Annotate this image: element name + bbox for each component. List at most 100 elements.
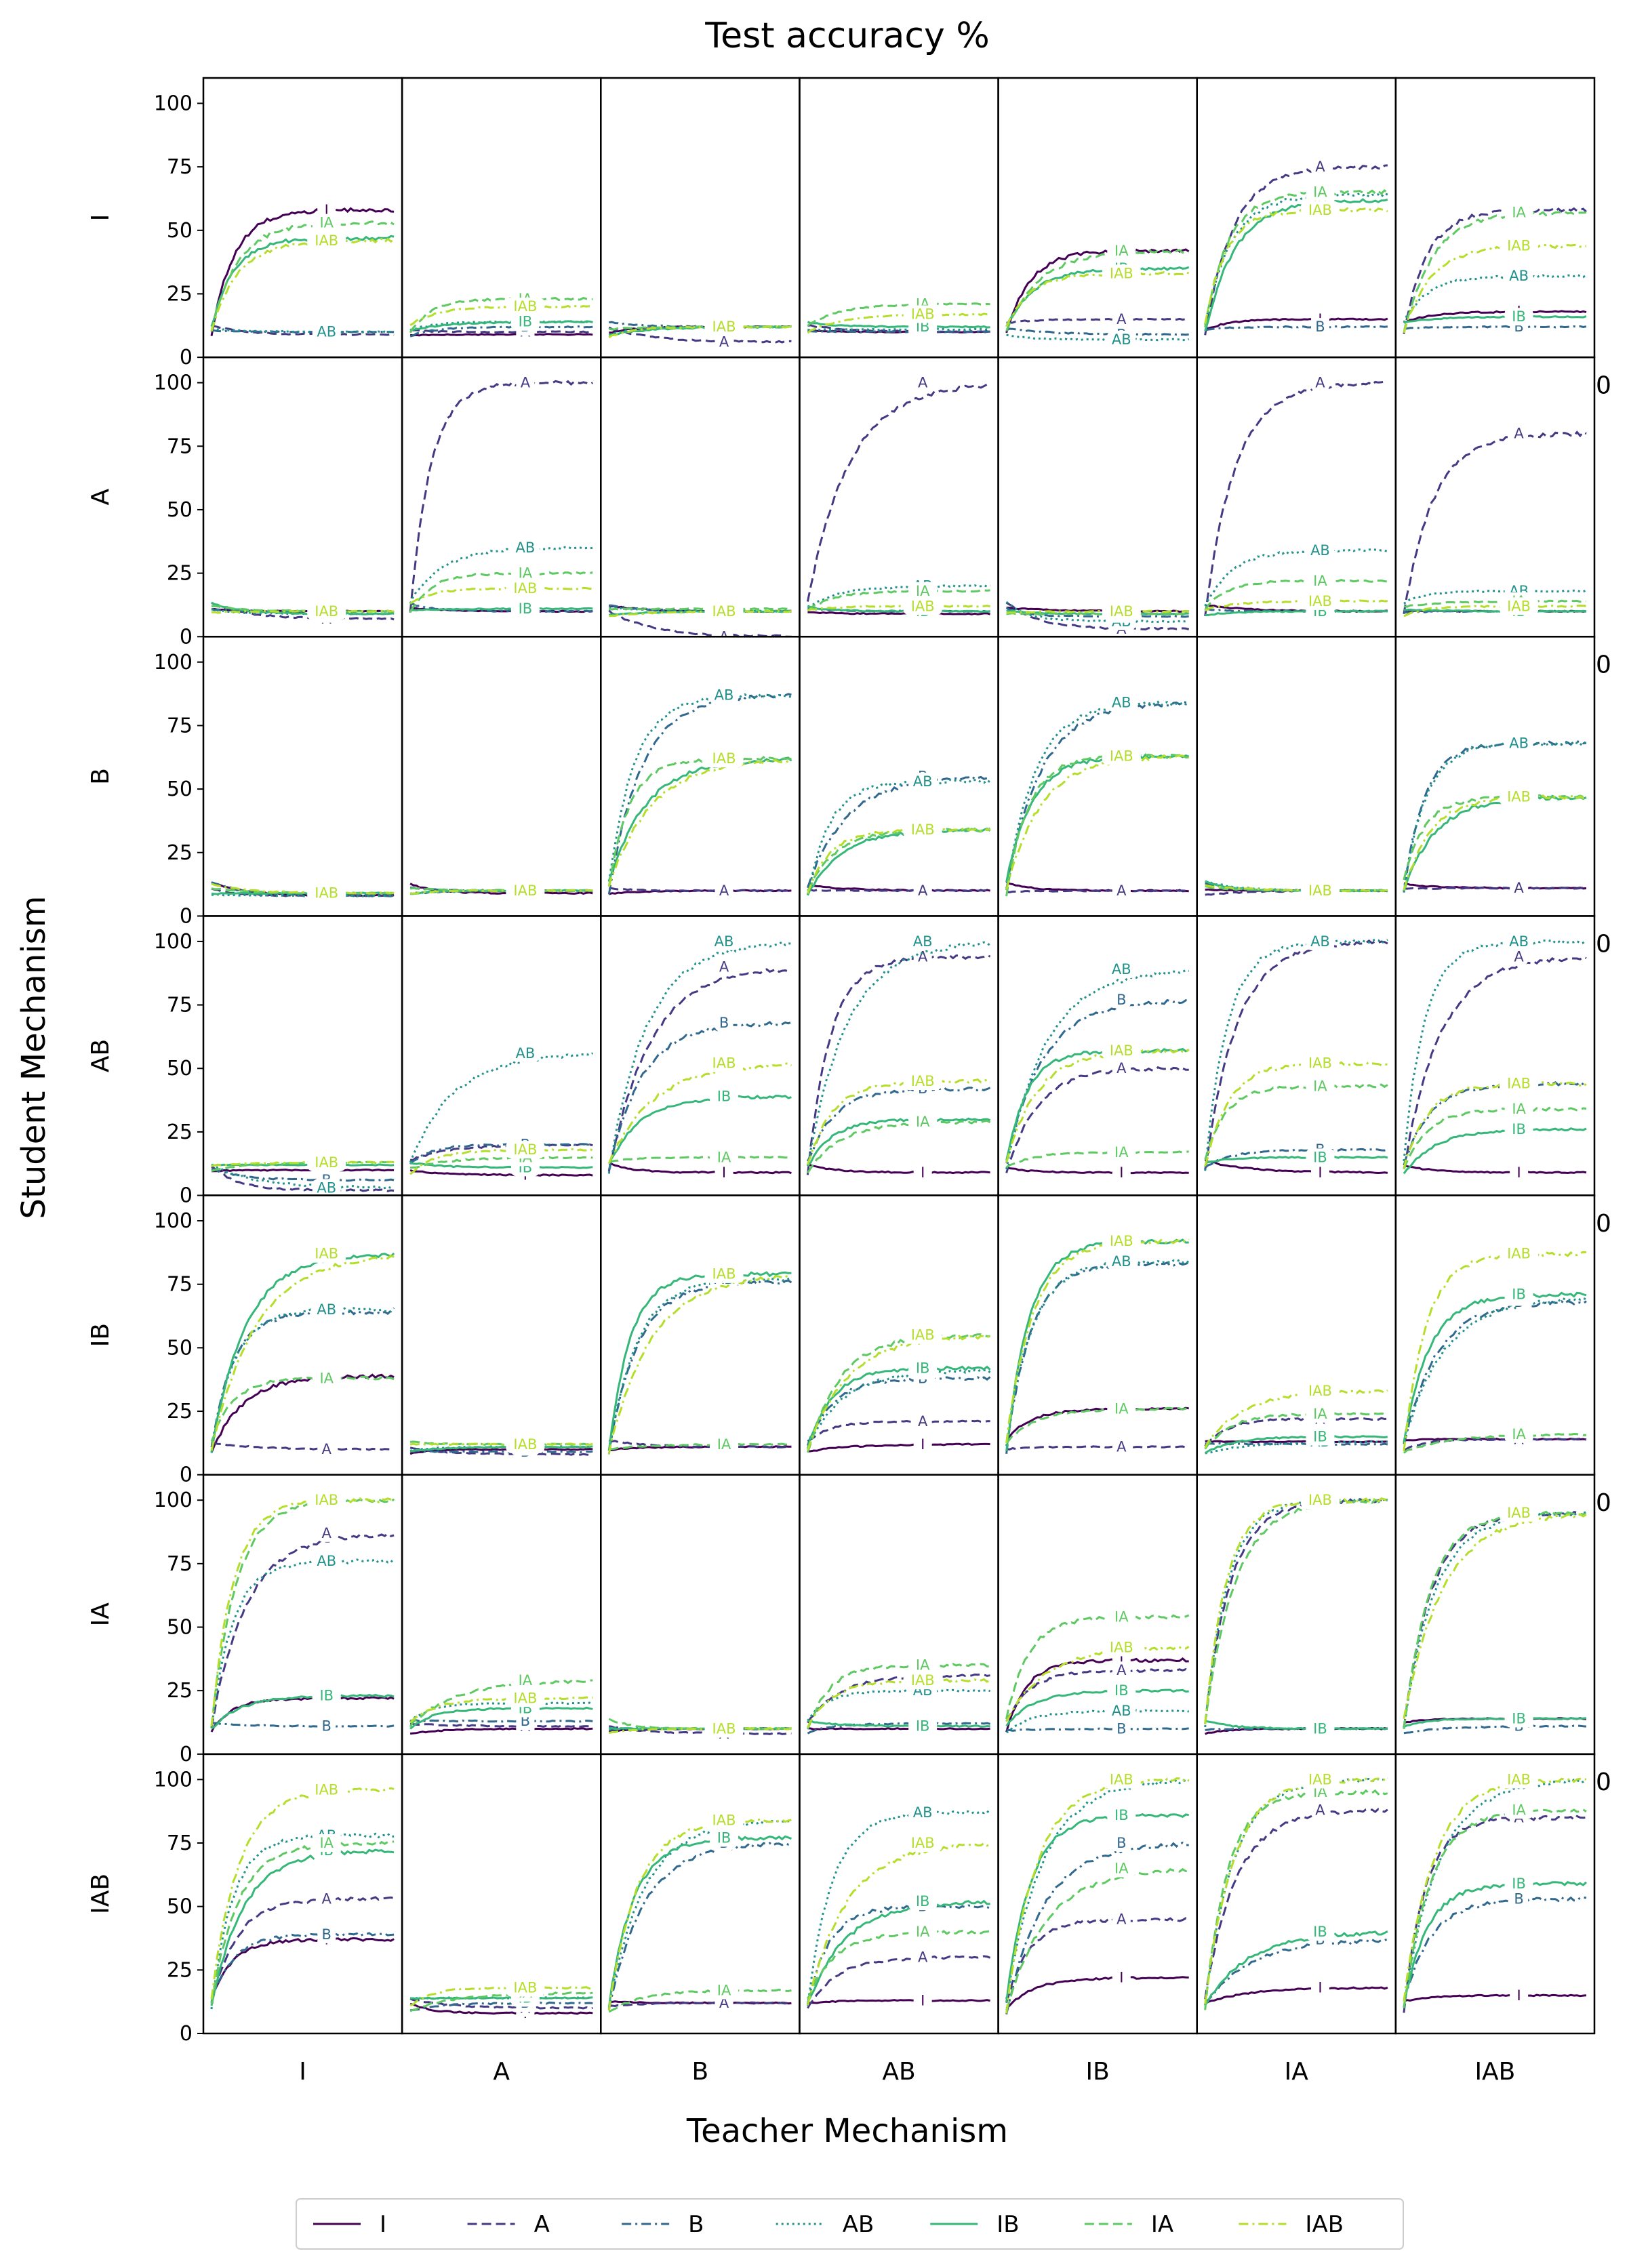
- series-label-box-IAB: [506, 1141, 545, 1159]
- series-label-box-IA: [1107, 1608, 1136, 1626]
- teacher-column-label: A: [493, 2058, 510, 2086]
- series-line-A: [211, 1441, 395, 1451]
- series-label-AB: AB: [516, 540, 536, 556]
- series-label-A: A: [1117, 1439, 1127, 1455]
- series-label-IAB: IAB: [911, 598, 935, 614]
- series-label-A: A: [1117, 311, 1127, 327]
- series-line-IB: [210, 235, 395, 327]
- series-label-AB: AB: [1509, 735, 1529, 752]
- series-line-A: [608, 1439, 792, 1449]
- series-line-IA: [1005, 1150, 1189, 1169]
- series-line-IAB: [1204, 1061, 1388, 1167]
- series-label-box-IA: [510, 564, 540, 582]
- series-label-box-IAB: [903, 1672, 942, 1690]
- series-label-IAB: IAB: [911, 306, 935, 322]
- y-tick-label: 100: [154, 1768, 193, 1791]
- series-line-B: [607, 1842, 792, 2010]
- series-line-IA: [1005, 753, 1189, 897]
- teacher-column-label: I: [299, 2058, 306, 2086]
- series-label-box-IAB: [1500, 1503, 1539, 1522]
- series-label-IAB: IAB: [712, 319, 736, 335]
- series-label-box-IA: [312, 1834, 341, 1852]
- series-label-box-IA: [1306, 571, 1335, 590]
- series-label-box-IAB: [307, 231, 346, 249]
- series-line-I: [409, 1727, 593, 1735]
- series-label-box-IAB: [704, 1265, 744, 1283]
- series-line-AB: [1204, 548, 1388, 607]
- series-label-IB: IB: [1512, 308, 1526, 325]
- series-line-B: [806, 1376, 991, 1446]
- series-line-IA: [1403, 1808, 1587, 2008]
- series-label-box-AB: [1504, 267, 1533, 285]
- series-label-IB: IB: [1114, 1682, 1129, 1699]
- series-label-box-IA: [1107, 1143, 1136, 1161]
- series-label-IAB: IAB: [712, 1720, 736, 1737]
- series-label-B: B: [1514, 1890, 1523, 1907]
- series-label-box-IAB: [903, 1326, 942, 1344]
- series-label-IAB: IAB: [1507, 237, 1531, 254]
- series-label-box-AB: [312, 1552, 341, 1571]
- series-label-IA: IA: [1313, 1078, 1327, 1094]
- series-line-AB: [210, 1558, 395, 1728]
- series-label-box-IAB: [903, 305, 942, 323]
- series-line-IAB: [1204, 1777, 1388, 2004]
- series-label-box-AB: [510, 1044, 540, 1062]
- series-line-IA: [1403, 794, 1587, 880]
- series-line-I: [807, 1442, 990, 1453]
- series-label-box-IAB: [903, 1834, 942, 1852]
- series-line-I: [1005, 248, 1190, 333]
- series-label-I: I: [325, 202, 329, 218]
- series-label-box-IAB: [1102, 264, 1141, 283]
- series-label-IAB: IAB: [315, 232, 338, 249]
- series-line-B: [806, 775, 990, 889]
- series-label-box-AB: [908, 772, 938, 790]
- legend-entry-IB: IB: [997, 2211, 1019, 2238]
- series-label-IAB: IAB: [1110, 1771, 1133, 1787]
- series-line-I: [1204, 1986, 1388, 2005]
- series-label-IB: IB: [1512, 1710, 1526, 1726]
- teacher-column-label: IAB: [1474, 2058, 1515, 2086]
- series-label-IA: IA: [1114, 1144, 1129, 1160]
- series-label-box-I: [1510, 1986, 1529, 2004]
- series-label-AB: AB: [1112, 1703, 1131, 1719]
- series-line-IAB: [409, 1985, 593, 2006]
- series-line-IA: [1205, 885, 1388, 893]
- panel-IB-student-IAB-teacher: IABABIBIAIAB0: [1394, 1194, 1611, 1476]
- series-label-IA: IA: [1512, 1101, 1526, 1117]
- y-tick-label: 25: [167, 1400, 193, 1423]
- student-row-label: AB: [87, 1039, 115, 1072]
- series-label-IAB: IAB: [911, 822, 935, 838]
- series-line-IB: [1403, 1880, 1587, 2007]
- panel-IAB-student-B-teacher: IABABIBIAIABB: [600, 1753, 801, 2086]
- series-line-IA: [210, 1375, 395, 1442]
- series-line-A: [409, 1998, 593, 2010]
- series-label-box-A: [317, 1890, 336, 1908]
- teacher-column-label: AB: [882, 2058, 915, 2086]
- series-label-box-IAB: [307, 1491, 346, 1510]
- series-label-IAB: IAB: [1110, 748, 1133, 764]
- series-label-box-IA: [312, 214, 341, 232]
- series-line-A: [211, 1165, 395, 1192]
- series-label-box-IB: [710, 1087, 739, 1106]
- series-line-IB: [1204, 1435, 1388, 1454]
- series-line-B: [409, 325, 593, 338]
- series-line-A: [609, 2001, 792, 2008]
- series-label-IAB: IAB: [315, 1246, 338, 1262]
- series-label-box-AB: [1504, 734, 1533, 752]
- series-label-A: A: [322, 1441, 332, 1457]
- series-label-IAB: IAB: [911, 1327, 935, 1343]
- series-line-A: [1005, 1916, 1190, 2004]
- series-label-box-A: [913, 1948, 932, 1966]
- y-tick-label: 0: [180, 346, 193, 369]
- series-label-box-A: [1112, 1661, 1131, 1680]
- series-label-IAB: IAB: [1308, 1771, 1332, 1787]
- y-tick-label: 25: [167, 1120, 193, 1144]
